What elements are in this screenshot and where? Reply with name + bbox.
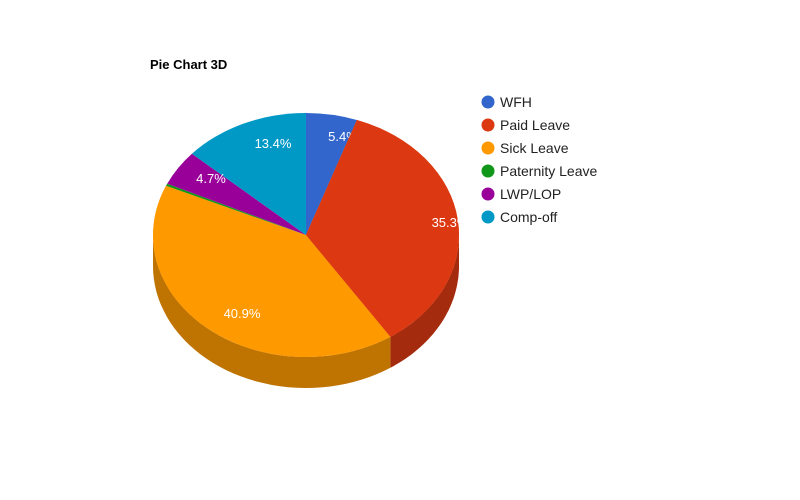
legend-label: Paid Leave: [500, 117, 570, 133]
legend-label: Sick Leave: [500, 140, 569, 156]
slice-sick-leave[interactable]: [152, 185, 391, 358]
slice-label: 35.3%: [432, 215, 469, 230]
slice-wfh[interactable]: [306, 113, 357, 235]
slice-paternity-leave[interactable]: [166, 183, 306, 235]
legend-item[interactable]: Comp-off: [481, 209, 558, 225]
legend-label: Comp-off: [500, 209, 557, 225]
legend-label: LWP/LOP: [500, 186, 561, 202]
legend-label: Paternity Leave: [500, 163, 597, 179]
legend-item[interactable]: Paternity Leave: [481, 163, 598, 179]
chart-title: Pie Chart 3D: [150, 57, 227, 72]
slice-side-paid-leave: [390, 235, 459, 368]
slice-comp-off[interactable]: [191, 112, 306, 235]
slice-lwp-lop[interactable]: [167, 153, 306, 235]
slice-side-sick-leave: [153, 235, 391, 388]
legend-marker: [481, 95, 495, 109]
legend-item[interactable]: LWP/LOP: [481, 186, 562, 202]
legend-marker: [481, 210, 495, 224]
legend-item[interactable]: WFH: [481, 94, 532, 110]
slice-label: 13.4%: [255, 136, 292, 151]
slice-paid-leave-overlay: [306, 120, 459, 337]
legend-marker: [481, 187, 495, 201]
slice-label: 4.7%: [196, 171, 226, 186]
slice-label: 40.9%: [224, 306, 261, 321]
legend-item[interactable]: Sick Leave: [481, 140, 569, 156]
legend-marker: [481, 118, 495, 132]
legend-marker: [481, 164, 495, 178]
legend-item[interactable]: Paid Leave: [481, 117, 571, 133]
legend-marker: [481, 141, 495, 155]
legend-label: WFH: [500, 94, 532, 110]
